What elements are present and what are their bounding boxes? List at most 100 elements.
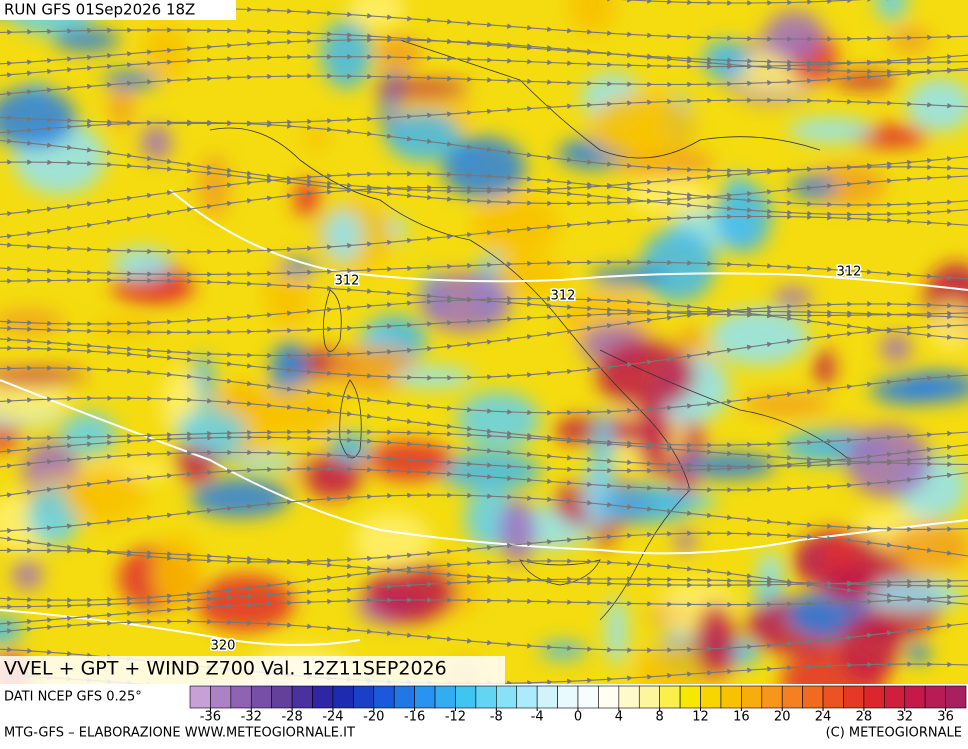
colorbar-swatch	[659, 685, 681, 709]
streamline	[7, 0, 953, 6]
field-blob	[591, 412, 615, 485]
contour-label: 312	[335, 274, 360, 289]
field-blob	[53, 28, 120, 52]
colorbar-tick-label: -36	[200, 710, 221, 725]
colorbar-tick-label: -28	[281, 710, 302, 725]
field-blob	[91, 318, 158, 336]
colorbar-swatch	[414, 685, 436, 709]
field-blob	[814, 349, 836, 387]
colorbar-swatch	[822, 685, 844, 709]
colorbar-tick-label: 16	[733, 710, 750, 725]
field-blob	[889, 27, 932, 54]
map-title: VVEL + GPT + WIND Z700 Val. 12Z11SEP2026	[4, 658, 447, 680]
colorbar-swatch	[536, 685, 558, 709]
field-blob	[375, 35, 423, 74]
colorbar-swatch	[393, 685, 415, 709]
field-blob	[102, 70, 160, 90]
colorbar-swatch	[312, 685, 334, 709]
colorbar-tick-label: -12	[445, 710, 466, 725]
colorbar-swatch	[230, 685, 252, 709]
colorbar-tick-label: -32	[241, 710, 262, 725]
field-blob	[694, 603, 737, 678]
colorbar-swatch	[802, 685, 824, 709]
colorbar-tick-label: -8	[490, 710, 503, 725]
contour-label: 312	[837, 265, 862, 280]
contour-label: 312	[551, 289, 576, 304]
field-blob	[235, 454, 298, 471]
colorbar-tick-label: 8	[656, 710, 664, 725]
contour-label: 320	[211, 639, 236, 654]
field-blob	[640, 228, 716, 303]
field-blob	[905, 642, 931, 664]
field-blob	[710, 308, 809, 366]
colorbar-swatch	[598, 685, 620, 709]
colorbar-swatch	[924, 685, 946, 709]
colorbar-swatch	[618, 685, 640, 709]
colorbar-swatch	[761, 685, 783, 709]
colorbar-swatch	[210, 685, 232, 709]
map-area: 312 312 312 320	[0, 0, 968, 684]
field-blob	[353, 513, 432, 570]
colorbar-swatch	[557, 685, 579, 709]
colorbar-swatch	[332, 685, 354, 709]
colorbar: -36 -32 -28 -24 -20 -16 -12 -8 -4 0 4 8 12 16 20 24 28 32…	[189, 685, 967, 725]
colorbar-swatch	[863, 685, 885, 709]
footer-left: MTG-GFS – ELABORAZIONE WWW.METEOGIORNALE…	[4, 726, 355, 741]
colorbar-swatch	[189, 685, 211, 709]
colorbar-swatch	[700, 685, 722, 709]
colorbar-tick-label: 28	[856, 710, 873, 725]
colorbar-swatch	[475, 685, 497, 709]
colorbar-tick-label: 36	[937, 710, 954, 725]
field-blob	[112, 247, 173, 280]
field-blob	[499, 498, 536, 564]
colorbar-tick-label: 4	[615, 710, 623, 725]
colorbar-tick-label: 24	[815, 710, 832, 725]
field-blob	[788, 117, 874, 143]
colorbar-tick-label: 20	[774, 710, 791, 725]
run-label: RUN GFS 01Sep2026 18Z	[4, 1, 195, 19]
colorbar-swatch	[250, 685, 272, 709]
colorbar-swatch	[945, 685, 967, 709]
colorbar-tick-label: -24	[322, 710, 343, 725]
field-blob	[63, 466, 146, 524]
colorbar-swatch	[353, 685, 375, 709]
field-blob	[374, 80, 470, 98]
field-blob	[320, 19, 372, 89]
colorbar-swatch	[577, 685, 599, 709]
colorbar-swatch	[720, 685, 742, 709]
colorbar-tick-label: -16	[404, 710, 425, 725]
field-blob	[457, 391, 540, 449]
field-blob	[539, 641, 587, 660]
colorbar-tick-label: -20	[363, 710, 384, 725]
field-blob	[60, 412, 117, 456]
wind-streamlines	[0, 0, 968, 684]
field-blob	[773, 287, 813, 308]
colorbar-swatch	[679, 685, 701, 709]
field-blob	[870, 376, 947, 405]
colorbar-swatch	[884, 685, 906, 709]
colorbar-swatch	[843, 685, 865, 709]
colorbar-swatch	[741, 685, 763, 709]
field-blob	[597, 483, 693, 524]
streamline	[0, 466, 968, 498]
colorbar-tick-label: 32	[896, 710, 913, 725]
field-blob	[190, 477, 290, 518]
streamline	[0, 594, 968, 627]
field-blob	[715, 182, 772, 253]
colorbar-swatch	[638, 685, 660, 709]
field-blob	[764, 10, 825, 61]
field-blob	[386, 111, 461, 162]
colorbar-swatch	[434, 685, 456, 709]
colorbar-swatch	[496, 685, 518, 709]
streamline	[0, 492, 968, 534]
data-source: DATI NCEP GFS 0.25°	[4, 690, 142, 705]
field-blob	[596, 339, 695, 411]
colorbar-swatch	[373, 685, 395, 709]
colorbar-tick-label: 12	[692, 710, 709, 725]
streamline	[0, 67, 968, 97]
title-box	[0, 656, 505, 684]
field-blob	[12, 559, 43, 591]
field-blob	[175, 409, 247, 453]
header-box	[0, 0, 236, 20]
colorbar-tick-label: -4	[531, 710, 544, 725]
